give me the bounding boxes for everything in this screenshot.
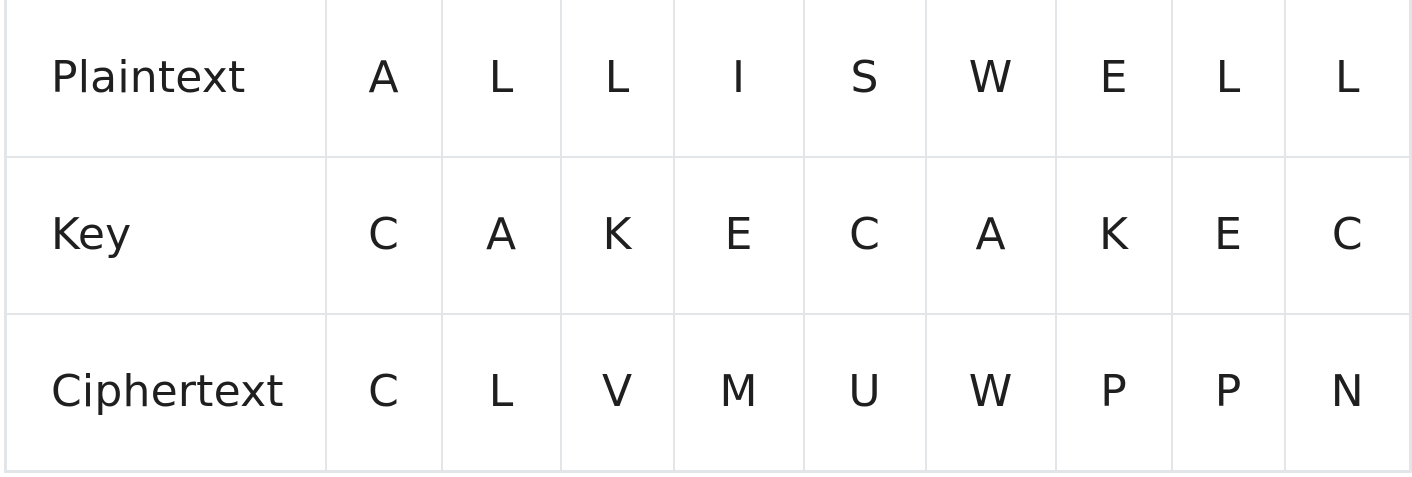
table-cell: L (559, 0, 675, 158)
row-label-ciphertext: Ciphertext (4, 312, 327, 473)
table-cell: K (559, 155, 675, 315)
table-cell: N (1283, 312, 1412, 473)
table-cell: W (924, 0, 1057, 158)
table-cell: A (324, 0, 443, 158)
row-label-key: Key (4, 155, 327, 315)
table-cell: P (1054, 312, 1173, 473)
key-row: Key C A K E C A K E C (4, 155, 1412, 315)
table-cell: P (1170, 312, 1286, 473)
table-cell: M (672, 312, 805, 473)
plaintext-row: Plaintext A L L I S W E L L (4, 0, 1412, 158)
table-cell: L (1283, 0, 1412, 158)
table-cell: W (924, 312, 1057, 473)
row-label-plaintext: Plaintext (4, 0, 327, 158)
table-cell: E (1170, 155, 1286, 315)
table-cell: E (672, 155, 805, 315)
table-cell: C (802, 155, 927, 315)
table-cell: S (802, 0, 927, 158)
table-cell: U (802, 312, 927, 473)
cipher-table: Plaintext A L L I S W E L L Key C A K E … (4, 0, 1412, 473)
table-cell: C (324, 312, 443, 473)
table-cell: C (324, 155, 443, 315)
table-cell: L (440, 312, 562, 473)
table-cell: C (1283, 155, 1412, 315)
table-cell: I (672, 0, 805, 158)
table-cell: A (440, 155, 562, 315)
table-cell: K (1054, 155, 1173, 315)
table-cell: V (559, 312, 675, 473)
table-cell: E (1054, 0, 1173, 158)
table-cell: L (1170, 0, 1286, 158)
ciphertext-row: Ciphertext C L V M U W P P N (4, 312, 1412, 473)
table-cell: A (924, 155, 1057, 315)
table-cell: L (440, 0, 562, 158)
